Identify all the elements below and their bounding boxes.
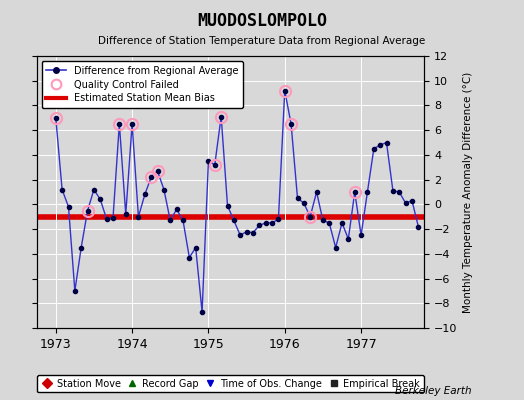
Legend: Station Move, Record Gap, Time of Obs. Change, Empirical Break: Station Move, Record Gap, Time of Obs. C… (37, 375, 424, 392)
Text: Berkeley Earth: Berkeley Earth (395, 386, 472, 396)
Text: Difference of Station Temperature Data from Regional Average: Difference of Station Temperature Data f… (99, 36, 425, 46)
Text: MUODOSLOMPOLO: MUODOSLOMPOLO (197, 12, 327, 30)
Y-axis label: Monthly Temperature Anomaly Difference (°C): Monthly Temperature Anomaly Difference (… (463, 71, 473, 313)
